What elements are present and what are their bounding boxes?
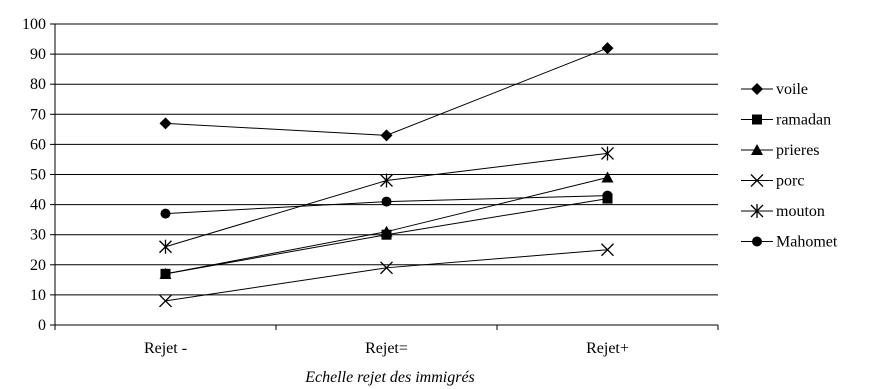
triangle-marker [159, 267, 172, 279]
x-marker [750, 174, 764, 187]
legend-label: Mahomet [776, 234, 838, 251]
y-tick-label: 20 [30, 257, 46, 274]
y-tick-label: 70 [30, 106, 46, 123]
triangle-marker [601, 171, 614, 183]
diamond-marker [751, 83, 763, 95]
legend-item-prieres: prieres [741, 142, 820, 159]
series-prieres [159, 171, 614, 279]
legend-label: voile [776, 81, 808, 98]
legend-item-ramadan: ramadan [741, 112, 831, 129]
legend: voile ramadan prieres porc mouton Mahomet [741, 81, 838, 251]
x-tick-label: Rejet= [365, 340, 408, 357]
circle-marker [381, 196, 392, 207]
triangle-marker [751, 144, 763, 155]
series-mahomet [160, 190, 613, 219]
y-tick-label: 80 [30, 76, 46, 93]
x-tick-label: Rejet - [144, 340, 187, 357]
legend-label: prieres [776, 142, 820, 159]
y-tick-label: 0 [38, 317, 46, 334]
series-porc [159, 243, 614, 308]
triangle-marker [380, 225, 393, 237]
legend-item-voile: voile [741, 81, 808, 98]
legend-item-mouton: mouton [741, 203, 825, 220]
y-tick-label: 50 [30, 167, 46, 184]
x-marker [159, 294, 172, 308]
legend-item-mahomet: Mahomet [741, 234, 838, 251]
gridlines [55, 23, 718, 296]
diamond-marker [601, 42, 614, 55]
circle-marker [160, 208, 171, 219]
legend-label: porc [776, 173, 804, 190]
series-line [165, 177, 608, 275]
star-marker [380, 173, 393, 188]
y-tick-label: 10 [30, 287, 46, 304]
legend-label: mouton [776, 203, 825, 220]
series-voile [159, 42, 614, 142]
circle-marker [752, 236, 762, 247]
y-tick-label: 100 [22, 16, 46, 33]
series-mouton [159, 146, 614, 254]
x-marker [380, 261, 393, 275]
y-tick-label: 90 [30, 46, 46, 63]
legend-label: ramadan [776, 112, 831, 129]
diamond-marker [159, 117, 172, 130]
x-tick-label: Rejet+ [586, 340, 629, 357]
y-tick-label: 40 [30, 197, 46, 214]
series-layer [159, 42, 614, 308]
star-marker [159, 239, 172, 254]
series-line [165, 249, 608, 302]
x-axis-title: Echelle rejet des immigrés [304, 369, 475, 386]
series-line [165, 47, 608, 136]
square-marker [752, 114, 762, 125]
y-tick-label: 30 [30, 227, 46, 244]
star-marker [601, 146, 614, 161]
diamond-marker [380, 129, 393, 142]
x-marker [601, 243, 614, 257]
y-tick-label: 60 [30, 136, 46, 153]
star-marker [750, 204, 764, 218]
circle-marker [602, 190, 613, 201]
legend-item-porc: porc [741, 173, 804, 190]
axes: 0 10 20 30 40 50 60 70 80 90 100 Rejet - Rejet= Rejet… [22, 16, 719, 357]
